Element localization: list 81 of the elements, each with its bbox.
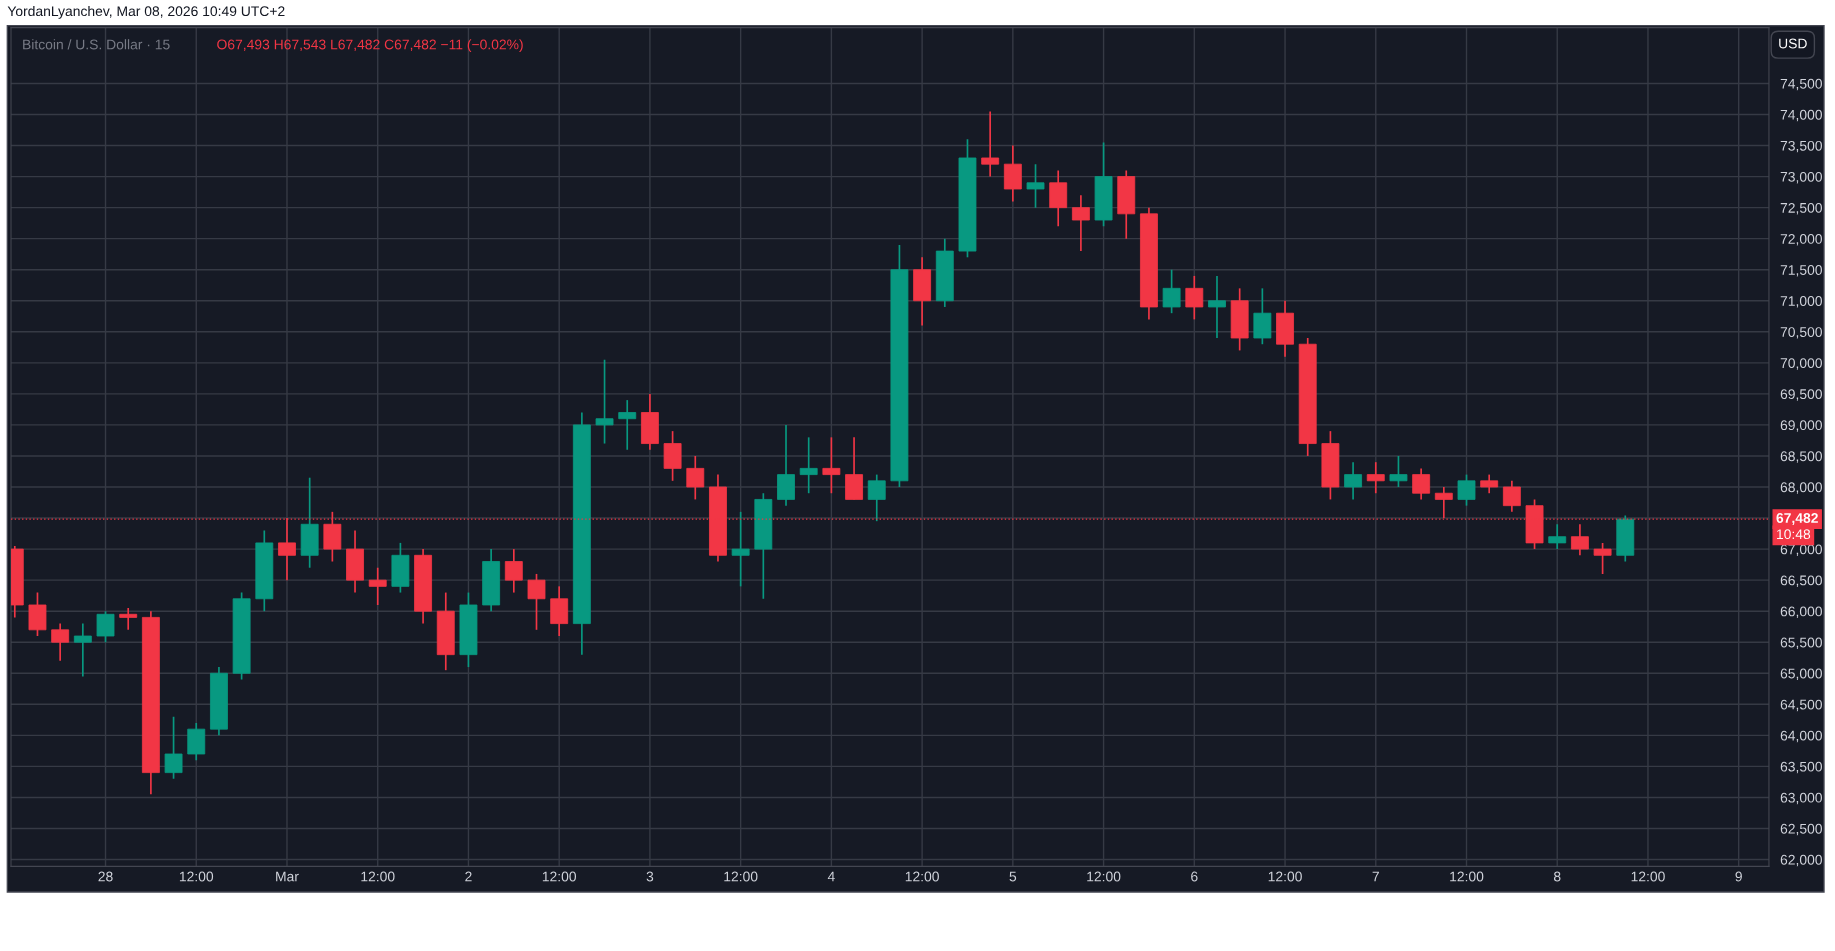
candlestick bbox=[1208, 275, 1226, 339]
x-tick-label: 12:00 bbox=[542, 871, 577, 882]
text: 10:48 bbox=[1777, 529, 1811, 540]
y-tick-label: 68,000 bbox=[1780, 482, 1822, 494]
y-tick-label: 72,500 bbox=[1780, 202, 1822, 215]
candlestick bbox=[799, 436, 818, 495]
candlestick bbox=[595, 358, 614, 445]
x-tick-label: 2 bbox=[465, 871, 472, 882]
candlestick bbox=[73, 622, 92, 678]
y-tick-label: 72,000 bbox=[1780, 234, 1822, 246]
candlestick bbox=[1548, 523, 1567, 550]
text: USD bbox=[1779, 38, 1807, 49]
x-tick-label: 12:00 bbox=[724, 871, 758, 882]
y-tick-label: 64,000 bbox=[1780, 730, 1822, 743]
x-tick-label: 12:00 bbox=[179, 871, 214, 882]
x-tick-label: 3 bbox=[646, 871, 654, 882]
x-tick-label: 8 bbox=[1553, 871, 1561, 882]
candlestick bbox=[981, 110, 1000, 178]
candlestick bbox=[822, 436, 841, 495]
y-tick-label: 62,500 bbox=[1780, 823, 1822, 836]
x-tick-label: 12:00 bbox=[1268, 871, 1302, 882]
candlestick bbox=[1480, 473, 1499, 495]
y-tick-label: 74,000 bbox=[1780, 109, 1822, 122]
x-tick-label: 12:00 bbox=[361, 871, 395, 882]
y-tick-label: 73,500 bbox=[1780, 140, 1822, 153]
candlestick bbox=[686, 455, 705, 501]
y-tick-label: 66,500 bbox=[1780, 575, 1822, 587]
x-tick-label: 6 bbox=[1191, 871, 1198, 882]
candlestick bbox=[368, 566, 387, 606]
candlestick bbox=[1366, 461, 1385, 495]
x-tick-label: 12:00 bbox=[1450, 871, 1484, 882]
y-tick-label: 69,500 bbox=[1780, 389, 1822, 401]
x-tick-label: 12:00 bbox=[905, 871, 939, 882]
candlestick bbox=[1185, 275, 1204, 321]
y-tick-label: 74,500 bbox=[1780, 78, 1822, 91]
text: YordanLyanchev, Mar 08, 2026 10:49 UTC+2 bbox=[7, 5, 285, 19]
candlestick bbox=[1502, 479, 1521, 513]
ref-line-label: 67,482 bbox=[1776, 513, 1818, 525]
x-tick-label: 12:00 bbox=[1631, 871, 1665, 882]
y-tick-label: 65,000 bbox=[1780, 668, 1822, 681]
candlestick bbox=[504, 548, 523, 594]
y-tick-label: 63,000 bbox=[1780, 792, 1822, 805]
candlestick bbox=[1071, 194, 1090, 252]
candlestick bbox=[119, 607, 138, 631]
y-tick-label: 69,000 bbox=[1780, 420, 1822, 432]
candlestick bbox=[1026, 163, 1045, 209]
candlestick bbox=[1593, 542, 1612, 575]
y-tick-label: 68,500 bbox=[1780, 451, 1822, 463]
candlestick bbox=[867, 473, 886, 522]
y-tick-label: 70,500 bbox=[1780, 327, 1822, 339]
candlestick bbox=[51, 622, 70, 662]
y-tick-label: 71,000 bbox=[1780, 296, 1822, 308]
text: Bitcoin / U.S. Dollar · 15 bbox=[23, 39, 170, 50]
candlestick bbox=[1162, 268, 1181, 315]
candlestick bbox=[1344, 461, 1363, 501]
y-tick-label: 66,000 bbox=[1780, 606, 1822, 618]
candlestick bbox=[1412, 467, 1431, 501]
x-tick-label: 7 bbox=[1372, 871, 1379, 882]
y-tick-label: 62,000 bbox=[1780, 854, 1822, 867]
candlestick bbox=[96, 610, 115, 644]
candlestick bbox=[1389, 455, 1408, 488]
annotation: O67,493 H67,543 L67,482 C67,482 −11 (−0.02%) bbox=[217, 39, 523, 53]
x-tick-label: Mar bbox=[276, 871, 299, 882]
x-tick-label: 9 bbox=[1735, 871, 1742, 882]
y-tick-label: 70,000 bbox=[1780, 358, 1822, 370]
y-tick-label: 63,500 bbox=[1780, 761, 1822, 774]
x-tick-label: 28 bbox=[98, 871, 113, 882]
candlestick bbox=[618, 399, 637, 451]
candlestick bbox=[527, 573, 546, 631]
candlestick bbox=[164, 715, 183, 780]
candlestick bbox=[731, 511, 750, 588]
candlestick bbox=[1570, 523, 1589, 557]
y-tick-label: 65,500 bbox=[1780, 637, 1822, 650]
y-tick-label: 67,000 bbox=[1780, 544, 1822, 556]
y-tick-label: 73,000 bbox=[1780, 171, 1822, 184]
x-tick-label: 12:00 bbox=[1087, 871, 1121, 882]
y-tick-label: 64,500 bbox=[1780, 699, 1822, 712]
x-tick-label: 4 bbox=[827, 871, 835, 882]
x-tick-label: 5 bbox=[1009, 871, 1017, 882]
candlestick bbox=[1457, 473, 1476, 507]
y-tick-label: 71,500 bbox=[1780, 265, 1822, 277]
